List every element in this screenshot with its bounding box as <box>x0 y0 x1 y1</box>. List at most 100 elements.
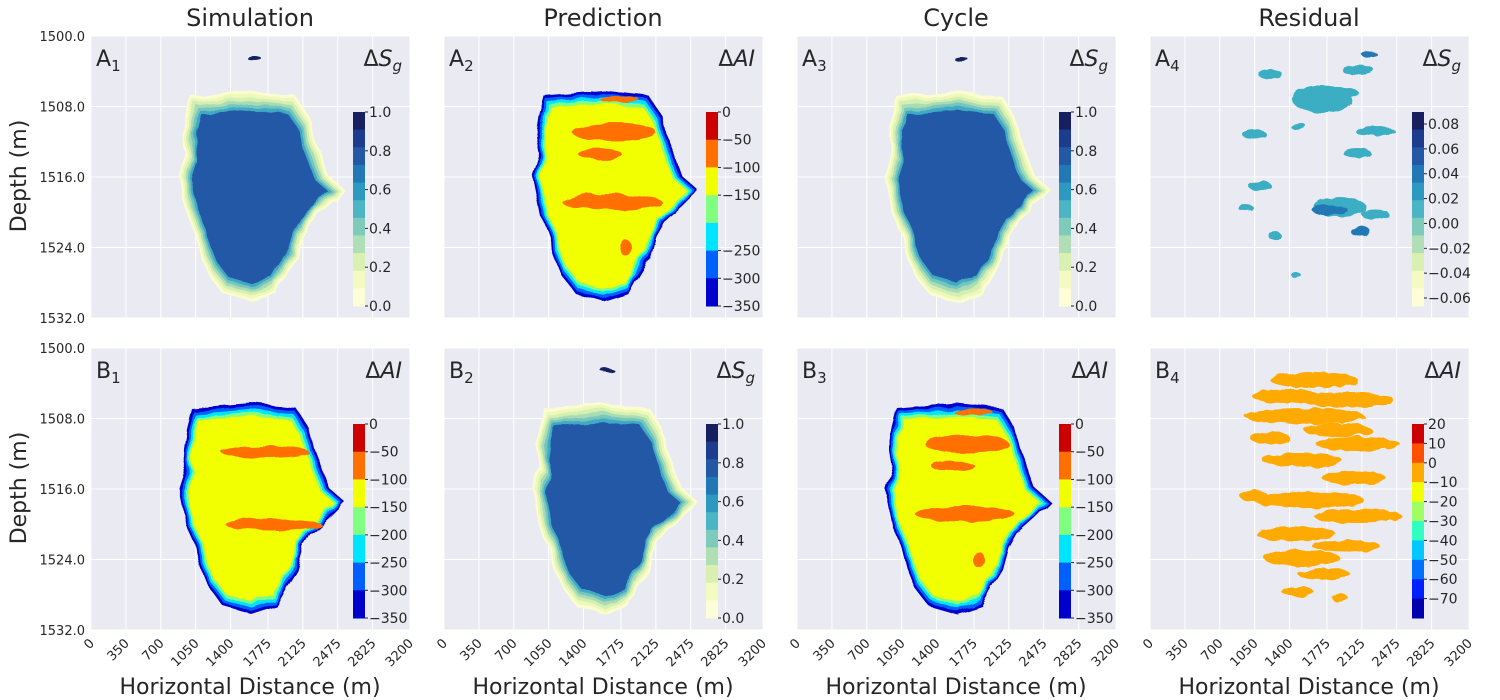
colorbar-tick-B4-2: 0 <box>1428 456 1437 472</box>
plume-contour-A1-6 <box>191 110 329 284</box>
colorbar-swatch-B1-4 <box>353 534 365 564</box>
colorbar-swatch-A2-3 <box>706 195 718 224</box>
quantity-label-A2: ΔAI <box>718 47 755 72</box>
ai-high-blob-B3-3 <box>915 506 1015 522</box>
x-tick-B4-4: 1400 <box>1262 636 1296 670</box>
colorbar-tick-B3-6: −300 <box>1075 583 1113 599</box>
colorbar-swatch-A1-8 <box>353 253 365 272</box>
column-title-residual: Residual <box>1258 4 1359 32</box>
x-tick-B2-4: 1400 <box>556 636 590 670</box>
colorbar-swatch-A4-2 <box>1412 147 1424 166</box>
panel-label-B4: B4 <box>1155 359 1180 387</box>
ai-high-blob-B3-0 <box>953 409 993 415</box>
x-tick-B4-8: 2825 <box>1404 636 1438 670</box>
colorbar-tick-B2-4: 0.2 <box>722 572 744 588</box>
colorbar-swatch-A1-6 <box>353 217 365 236</box>
colorbar-swatch-B1-0 <box>353 424 365 453</box>
colorbar-tick-A1-4: 0.2 <box>369 260 391 276</box>
colorbar-swatch-A1-1 <box>353 129 365 148</box>
colorbar-swatch-A4-0 <box>1412 112 1424 131</box>
colorbar-swatch-B4-1 <box>1412 443 1424 464</box>
field-A3 <box>885 57 1051 302</box>
colorbar-swatch-B4-7 <box>1412 559 1424 580</box>
colorbar-tick-B1-0: 0 <box>369 417 378 433</box>
colorbar-tick-B2-0: 1.0 <box>722 417 744 433</box>
colorbar-tick-B1-2: −100 <box>369 472 407 488</box>
colorbar-tick-A3-1: 0.8 <box>1075 144 1097 160</box>
x-tick-B1-3: 1050 <box>168 636 202 670</box>
panel-label-A4: A4 <box>1155 47 1180 75</box>
colorbar-swatch-A4-10 <box>1412 288 1424 307</box>
colorbar-A3: 1.0 0.8 0.6 0.4 0.2 0.0 <box>1059 105 1097 315</box>
colorbar-swatch-A4-1 <box>1412 129 1424 148</box>
quantity-label-B2: ΔSg <box>716 359 755 387</box>
quantity-label-A4: ΔSg <box>1422 47 1461 75</box>
colorbar-tick-A2-0: 0 <box>722 105 731 121</box>
colorbar-swatch-B2-10 <box>706 600 718 619</box>
colorbar-tick-B1-5: −250 <box>369 556 407 572</box>
colorbar-tick-B1-3: −150 <box>369 500 407 516</box>
colorbar-tick-A1-3: 0.4 <box>369 221 391 237</box>
colorbar-swatch-A3-4 <box>1059 182 1071 201</box>
colorbar-tick-B2-2: 0.6 <box>722 495 744 511</box>
x-tick-B2-2: 700 <box>492 636 520 664</box>
field-B4 <box>1240 372 1402 602</box>
quantity-label-B4: ΔAI <box>1424 359 1461 384</box>
colorbar-swatch-B3-5 <box>1059 562 1071 591</box>
residual-patch-B4-14 <box>1264 550 1340 566</box>
quantity-label-B3: ΔAI <box>1071 359 1108 384</box>
colorbar-swatch-B2-7 <box>706 547 718 566</box>
plume-A1 <box>179 57 345 302</box>
column-title-prediction: Prediction <box>543 4 662 32</box>
residual-patch-A4-13 <box>1238 205 1254 211</box>
residual-patch-A4-1 <box>1361 51 1377 57</box>
colorbar-tick-B4-0: 20 <box>1428 417 1446 433</box>
x-tick-B1-6: 2125 <box>276 636 310 670</box>
colorbar-tick-B2-1: 0.8 <box>722 456 744 472</box>
plume-contour-A3-6 <box>897 110 1035 284</box>
colorbar-tick-A4-4: 0.00 <box>1428 216 1459 232</box>
colorbar-swatch-A1-9 <box>353 270 365 289</box>
x-tick-B3-5: 1775 <box>947 636 981 670</box>
residual-patch-A4-2 <box>1292 85 1352 113</box>
colorbar-swatch-A3-1 <box>1059 129 1071 148</box>
field-A4 <box>1238 51 1395 278</box>
x-tick-B3-8: 2825 <box>1051 636 1085 670</box>
colorbar-swatch-A1-5 <box>353 200 365 219</box>
residual-patch-A4-9 <box>1248 182 1272 190</box>
x-tick-B2-1: 350 <box>458 636 486 664</box>
colorbar-swatch-B1-1 <box>353 451 365 480</box>
colorbar-tick-A4-5: −0.02 <box>1428 241 1471 257</box>
panel-grid: 1.0 0.8 0.6 0.4 0.2 0.0 A1 ΔSg 1500.0 1508.0 1516.… <box>40 30 1476 670</box>
x-tick-B1-2: 700 <box>139 636 167 664</box>
colorbar-tick-B3-0: 0 <box>1075 417 1084 433</box>
colorbar-swatch-A2-5 <box>706 250 718 279</box>
y-tick-A1-1: 1508.0 <box>40 101 86 116</box>
x-tick-B2-3: 1050 <box>521 636 555 670</box>
colorbar-tick-B4-4: −20 <box>1428 495 1458 511</box>
residual-patch-B4-3 <box>1244 408 1364 424</box>
field-B3 <box>885 403 1051 614</box>
colorbar-tick-A3-3: 0.4 <box>1075 221 1097 237</box>
residual-patch-B4-16 <box>1282 587 1314 597</box>
x-axis-label-1: Horizontal Distance (m) <box>119 675 380 700</box>
field-B2 <box>532 369 698 614</box>
y-tick-A1-4: 1532.0 <box>40 312 86 327</box>
colorbar-B4: 20 10 0 −10 −20 −30 −40 −50 −60 −70 <box>1412 417 1458 619</box>
colorbar-tick-B4-3: −10 <box>1428 475 1458 491</box>
colorbar-swatch-A3-8 <box>1059 253 1071 272</box>
x-tick-B4-7: 2475 <box>1370 636 1404 670</box>
colorbar-tick-B3-2: −100 <box>1075 472 1113 488</box>
colorbar-tick-A3-5: 0.0 <box>1075 299 1097 315</box>
quantity-label-A1: ΔSg <box>363 47 402 75</box>
colorbar-swatch-B3-3 <box>1059 507 1071 536</box>
colorbar-swatch-B2-5 <box>706 512 718 531</box>
ai-high-blob-A2-1 <box>572 123 656 141</box>
colorbar-B2: 1.0 0.8 0.6 0.4 0.2 0.0 <box>706 417 744 627</box>
residual-patch-A4-12 <box>1361 209 1389 219</box>
colorbar-swatch-B4-2 <box>1412 462 1424 483</box>
colorbar-swatch-A1-0 <box>353 112 365 131</box>
x-tick-B3-4: 1400 <box>909 636 943 670</box>
x-tick-B1-1: 350 <box>105 636 133 664</box>
x-axis-label-2: Horizontal Distance (m) <box>472 675 733 700</box>
